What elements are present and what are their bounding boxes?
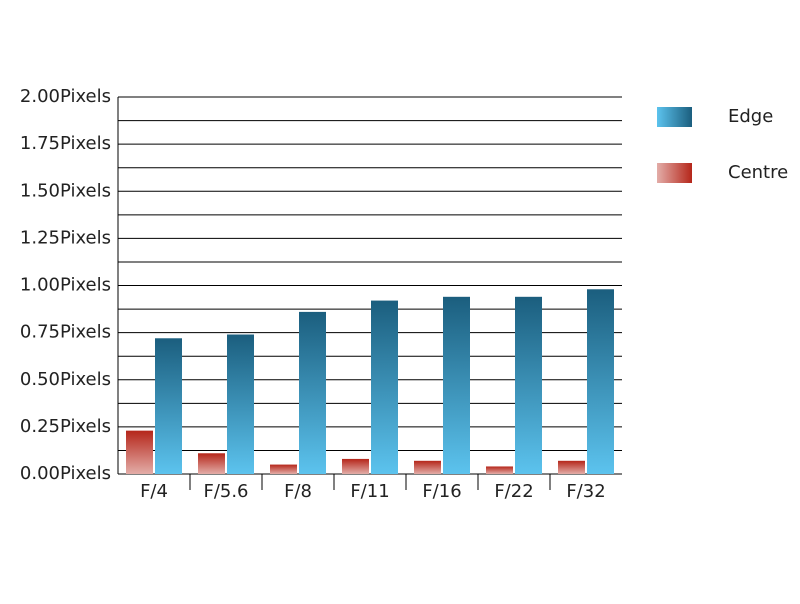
- bar: [414, 460, 441, 474]
- y-tick-label: 2.00Pixels: [20, 86, 111, 107]
- bar: [198, 453, 225, 474]
- x-tick-label: F/11: [350, 481, 389, 502]
- bar: [443, 296, 470, 474]
- bar: [299, 311, 326, 474]
- bar: [227, 334, 254, 474]
- y-tick-label: 1.00Pixels: [20, 275, 111, 296]
- y-tick-label: 0.50Pixels: [20, 369, 111, 390]
- legend-swatch: [657, 107, 692, 127]
- bar: [515, 296, 542, 474]
- legend-swatch: [657, 163, 692, 183]
- x-tick-label: F/22: [494, 481, 533, 502]
- x-tick-label: F/32: [566, 481, 605, 502]
- y-tick-label: 0.00Pixels: [20, 463, 111, 484]
- x-tick-label: F/5.6: [203, 481, 248, 502]
- x-tick-label: F/16: [422, 481, 461, 502]
- x-tick-label: F/8: [284, 481, 312, 502]
- y-tick-label: 1.50Pixels: [20, 180, 111, 201]
- legend-label: Centre: [728, 162, 788, 183]
- bar: [558, 460, 585, 474]
- y-tick-label: 1.75Pixels: [20, 133, 111, 154]
- bar: [587, 289, 614, 474]
- bar: [126, 430, 153, 474]
- y-tick-label: 0.75Pixels: [20, 322, 111, 343]
- x-tick-label: F/4: [140, 481, 168, 502]
- y-tick-label: 1.25Pixels: [20, 227, 111, 248]
- bar: [371, 300, 398, 474]
- bar: [270, 464, 297, 474]
- bar: [342, 458, 369, 474]
- bar: [486, 466, 513, 474]
- y-tick-label: 0.25Pixels: [20, 416, 111, 437]
- bar: [155, 338, 182, 474]
- legend-label: Edge: [728, 106, 773, 127]
